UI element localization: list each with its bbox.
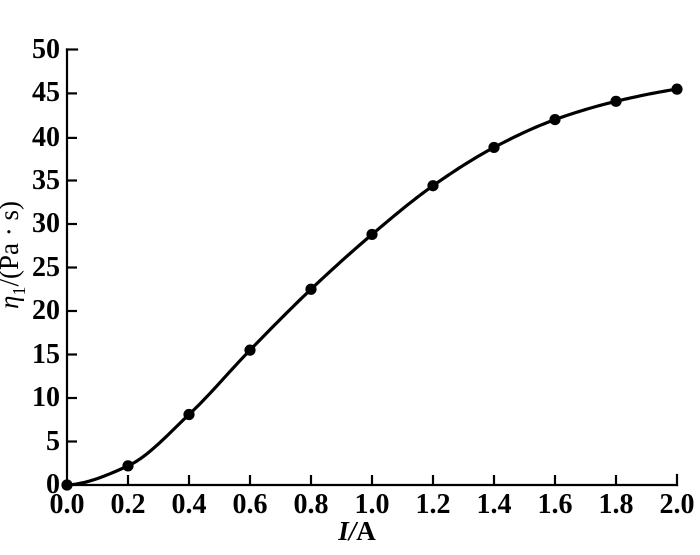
svg-text:5: 5 (46, 426, 60, 457)
svg-text:1.4: 1.4 (477, 489, 512, 520)
svg-text:20: 20 (32, 295, 60, 326)
svg-text:45: 45 (32, 77, 60, 108)
svg-text:I/A: I/A (337, 516, 376, 546)
svg-text:30: 30 (32, 208, 60, 239)
svg-text:10: 10 (32, 382, 60, 413)
svg-text:1.2: 1.2 (416, 489, 451, 520)
svg-text:0.4: 0.4 (172, 489, 207, 520)
svg-text:35: 35 (32, 165, 60, 196)
svg-text:25: 25 (32, 252, 60, 283)
svg-text:η1/(Pa · s): η1/(Pa · s) (0, 201, 29, 309)
svg-text:1.8: 1.8 (599, 489, 634, 520)
svg-text:15: 15 (32, 339, 60, 370)
svg-text:1.6: 1.6 (538, 489, 573, 520)
svg-text:0.6: 0.6 (233, 489, 268, 520)
svg-text:50: 50 (32, 34, 60, 65)
svg-text:0.0: 0.0 (50, 489, 85, 520)
svg-text:40: 40 (32, 122, 60, 153)
svg-text:0.2: 0.2 (111, 489, 146, 520)
svg-text:2.0: 2.0 (660, 489, 695, 520)
svg-text:0.8: 0.8 (294, 489, 329, 520)
